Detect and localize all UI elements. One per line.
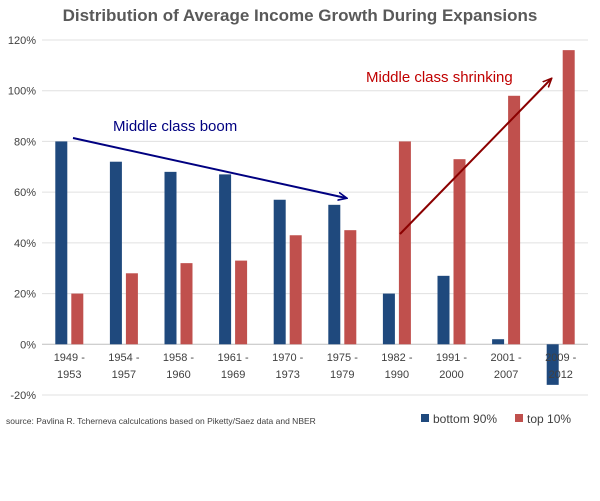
bar-bottom-90-6	[382, 293, 395, 345]
bar-bottom-90-9	[546, 344, 559, 385]
x-tick-label: 1958 -1960	[163, 352, 195, 381]
bar-bottom-90-5	[328, 204, 341, 345]
y-tick-label: -20%	[10, 390, 36, 402]
x-tick-label: 1949 -1953	[54, 352, 86, 381]
x-tick-label: 1970 -1973	[272, 352, 304, 381]
middle-class-shrinking-label: Middle class shrinking	[366, 69, 513, 86]
bar-top-10-2	[180, 263, 193, 345]
legend-swatch-top-10	[515, 414, 523, 422]
x-tick-label: 1961 -1969	[217, 352, 249, 381]
bar-bottom-90-0	[55, 141, 68, 345]
bar-bottom-90-2	[164, 171, 177, 345]
legend-swatch-bottom-90	[421, 414, 429, 422]
legend: bottom 90% top 10%	[421, 412, 571, 426]
middle-class-shrinking-arrow	[399, 79, 551, 235]
bar-top-10-9	[562, 50, 575, 345]
source-note: source: Pavlina R. Tcherneva calculcatio…	[6, 416, 316, 426]
bar-bottom-90-3	[219, 174, 232, 345]
bar-top-10-0	[71, 293, 84, 345]
bar-top-10-7	[453, 159, 466, 345]
y-tick-label: 0%	[20, 339, 36, 351]
x-tick-label: 1991 -2000	[436, 352, 468, 381]
y-tick-label: 40%	[14, 238, 36, 250]
y-tick-label: 120%	[8, 35, 36, 47]
chart-title: Distribution of Average Income Growth Du…	[62, 6, 538, 25]
bar-top-10-5	[344, 230, 357, 345]
x-axis-labels: 1949 -1953 1954 -1957 1958 -1960 1961 -1969…	[54, 352, 577, 381]
bar-bottom-90-8	[492, 339, 505, 345]
middle-class-boom-arrow	[72, 137, 346, 198]
y-tick-label: 100%	[8, 86, 36, 98]
annotations: Middle class boom Middle class shrinking	[72, 69, 551, 235]
legend-label-top-10: top 10%	[527, 412, 571, 426]
y-tick-label: 80%	[14, 136, 36, 148]
bars	[55, 50, 575, 385]
bar-bottom-90-1	[109, 161, 122, 345]
gridlines	[42, 39, 588, 396]
bar-top-10-3	[235, 260, 248, 345]
x-tick-label: 1975 -1979	[327, 352, 359, 381]
middle-class-boom-label: Middle class boom	[113, 118, 237, 135]
bar-top-10-6	[398, 141, 411, 345]
y-axis-labels: -20% 0% 20% 40% 60% 80% 100% 120%	[8, 35, 36, 402]
bar-top-10-4	[289, 235, 302, 345]
x-tick-label: 2001 -2007	[490, 352, 522, 381]
x-tick-label: 2009 -2012	[545, 352, 577, 381]
legend-label-bottom-90: bottom 90%	[433, 412, 497, 426]
bar-bottom-90-4	[273, 199, 286, 345]
y-tick-label: 60%	[14, 187, 36, 199]
y-tick-label: 20%	[14, 289, 36, 301]
x-tick-label: 1954 -1957	[108, 352, 140, 381]
bar-top-10-8	[508, 95, 521, 345]
bar-bottom-90-7	[437, 275, 450, 345]
bar-top-10-1	[125, 273, 138, 345]
x-tick-label: 1982 -1990	[381, 352, 413, 381]
